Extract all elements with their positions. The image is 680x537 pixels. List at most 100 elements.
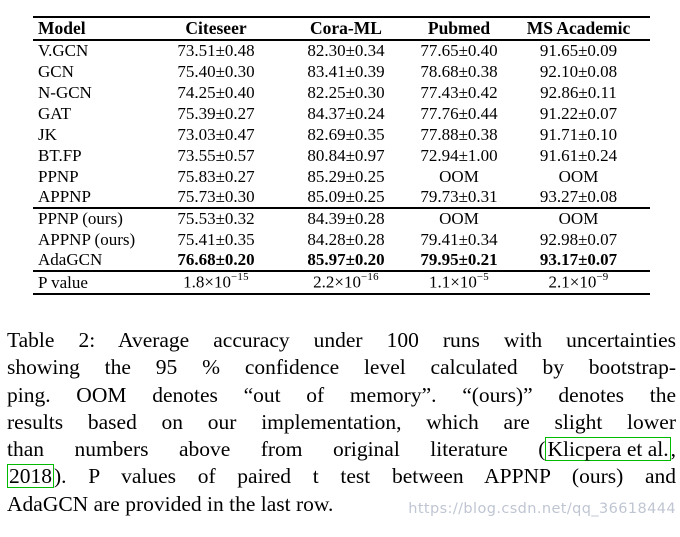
p-value-citeseer: 1.8×10−15 bbox=[151, 271, 281, 294]
results-table: Model Citeseer Cora-ML Pubmed MS Academi… bbox=[33, 16, 650, 295]
cell-cora-ml: 85.09±0.25 bbox=[307, 187, 385, 206]
cell-citeseer: 74.25±0.40 bbox=[177, 82, 255, 102]
cell-ms-academic: 91.61±0.24 bbox=[539, 145, 618, 165]
table-row: PPNP (ours) 75.53±0.32 84.39±0.28 OOM OO… bbox=[33, 208, 650, 229]
cell-ms-academic: 91.71±0.10 bbox=[539, 124, 618, 144]
cell-pubmed: 79.41±0.34 bbox=[420, 229, 498, 249]
cell-citeseer: 73.51±0.48 bbox=[177, 41, 255, 60]
col-header-model: Model bbox=[38, 18, 86, 38]
caption-text: showing the 95 % confidence level calcul… bbox=[7, 355, 676, 380]
caption-line: results based on our implementation, whi… bbox=[7, 409, 676, 436]
model-name: PPNP bbox=[38, 166, 79, 186]
caption-line: showing the 95 % confidence level calcul… bbox=[7, 354, 676, 381]
p-value-exponent: −15 bbox=[230, 271, 249, 284]
table-row: GAT 75.39±0.27 84.37±0.24 77.76±0.44 91.… bbox=[33, 103, 650, 124]
model-name: GAT bbox=[38, 103, 72, 123]
p-value-label: P value bbox=[38, 272, 88, 292]
table-row: V.GCN 73.51±0.48 82.30±0.34 77.65±0.40 9… bbox=[33, 40, 650, 61]
table-row: N-GCN 74.25±0.40 82.25±0.30 77.43±0.42 9… bbox=[33, 82, 650, 103]
table-row: JK 73.03±0.47 82.69±0.35 77.88±0.38 91.7… bbox=[33, 124, 650, 145]
cell-pubmed: 72.94±1.00 bbox=[420, 145, 498, 165]
table-row: BT.FP 73.55±0.57 80.84±0.97 72.94±1.00 9… bbox=[33, 145, 650, 166]
model-name: AdaGCN bbox=[38, 250, 103, 269]
cell-cora-ml: 82.25±0.30 bbox=[307, 82, 385, 102]
cell-pubmed: 77.76±0.44 bbox=[420, 103, 498, 123]
p-value-pubmed: 1.1×10−5 bbox=[411, 271, 507, 294]
cell-citeseer: 73.03±0.47 bbox=[177, 124, 255, 144]
cell-cora-ml: 84.28±0.28 bbox=[307, 229, 385, 249]
cell-cora-ml: 82.30±0.34 bbox=[307, 41, 385, 60]
cell-ms-academic: OOM bbox=[558, 166, 599, 186]
cell-citeseer: 73.55±0.57 bbox=[177, 145, 255, 165]
table-header-row: Model Citeseer Cora-ML Pubmed MS Academi… bbox=[33, 17, 650, 40]
csdn-watermark: https://blog.csdn.net/qq_36618444 bbox=[408, 501, 676, 517]
cell-ms-academic: 92.10±0.08 bbox=[539, 61, 618, 81]
cell-cora-ml: 82.69±0.35 bbox=[307, 124, 385, 144]
model-name: APPNP (ours) bbox=[38, 229, 136, 249]
p-value-group: P value 1.8×10−15 2.2×10−16 1.1×10−5 2.1… bbox=[33, 271, 650, 294]
caption-line: AdaGCN are provided in the last row. bbox=[7, 491, 676, 518]
model-name: N-GCN bbox=[38, 82, 92, 102]
cell-cora-ml: 85.29±0.25 bbox=[307, 166, 385, 186]
table-row: APPNP 75.73±0.30 85.09±0.25 79.73±0.31 9… bbox=[33, 187, 650, 208]
cell-citeseer: 75.40±0.30 bbox=[177, 61, 255, 81]
cell-citeseer: 75.41±0.35 bbox=[177, 229, 255, 249]
caption-line: Table 2: Average accuracy under 100 runs… bbox=[7, 327, 676, 354]
table-row: PPNP 75.83±0.27 85.29±0.25 OOM OOM bbox=[33, 166, 650, 187]
table-row-adagcn: AdaGCN 76.68±0.20 85.97±0.20 79.95±0.21 … bbox=[33, 250, 650, 271]
p-value-base: 1.8×10 bbox=[183, 272, 231, 292]
model-name: GCN bbox=[38, 61, 74, 81]
baseline-models-group: V.GCN 73.51±0.48 82.30±0.34 77.65±0.40 9… bbox=[33, 40, 650, 208]
caption-text: AdaGCN are provided in the last row. bbox=[7, 491, 334, 516]
cell-pubmed: 77.65±0.40 bbox=[420, 41, 498, 60]
cell-pubmed: 78.68±0.38 bbox=[420, 61, 498, 81]
cell-pubmed: 79.95±0.21 bbox=[420, 250, 498, 269]
cell-ms-academic: 91.65±0.09 bbox=[539, 41, 618, 60]
caption-text: ). P values of paired t test between APP… bbox=[54, 464, 676, 489]
table-caption: Table 2: Average accuracy under 100 runs… bbox=[7, 327, 676, 518]
cell-ms-academic: OOM bbox=[558, 209, 599, 228]
cell-ms-academic: 93.27±0.08 bbox=[539, 187, 618, 206]
caption-line: ping. OOM denotes “out of memory”. “(our… bbox=[7, 382, 676, 409]
caption-text: than numbers above from original literat… bbox=[7, 437, 546, 462]
cell-cora-ml: 83.41±0.39 bbox=[307, 61, 385, 81]
table-row: APPNP (ours) 75.41±0.35 84.28±0.28 79.41… bbox=[33, 229, 650, 250]
cell-pubmed: OOM bbox=[439, 209, 479, 228]
caption-text: ping. OOM denotes “out of memory”. “(our… bbox=[7, 382, 676, 407]
caption-text: results based on our implementation, whi… bbox=[7, 409, 676, 434]
caption-line: 2018). P values of paired t test between… bbox=[7, 463, 676, 490]
col-header-citeseer: Citeseer bbox=[185, 18, 247, 38]
cell-ms-academic: 93.17±0.07 bbox=[539, 250, 618, 269]
cell-citeseer: 75.53±0.32 bbox=[177, 209, 255, 228]
caption-text: Table 2: Average accuracy under 100 runs… bbox=[7, 328, 676, 352]
cell-cora-ml: 85.97±0.20 bbox=[307, 250, 385, 269]
cell-pubmed: 77.43±0.42 bbox=[420, 82, 498, 102]
model-name: BT.FP bbox=[38, 145, 82, 165]
cell-citeseer: 75.39±0.27 bbox=[177, 103, 255, 123]
cell-ms-academic: 91.22±0.07 bbox=[539, 103, 618, 123]
model-name: JK bbox=[38, 124, 57, 144]
cell-cora-ml: 80.84±0.97 bbox=[307, 145, 385, 165]
caption-line: than numbers above from original literat… bbox=[7, 436, 676, 463]
p-value-exponent: −5 bbox=[476, 271, 489, 284]
p-value-cora-ml: 2.2×10−16 bbox=[281, 271, 411, 294]
cell-pubmed: 77.88±0.38 bbox=[420, 124, 498, 144]
cell-pubmed: 79.73±0.31 bbox=[420, 187, 498, 206]
citation-link-2018[interactable]: 2018 bbox=[7, 464, 54, 489]
cell-pubmed: OOM bbox=[439, 166, 479, 186]
cell-cora-ml: 84.39±0.28 bbox=[307, 209, 385, 228]
cell-ms-academic: 92.98±0.07 bbox=[539, 229, 618, 249]
cell-cora-ml: 84.37±0.24 bbox=[307, 103, 385, 123]
model-name: PPNP (ours) bbox=[38, 209, 123, 228]
cell-citeseer: 75.83±0.27 bbox=[177, 166, 255, 186]
p-value-row: P value 1.8×10−15 2.2×10−16 1.1×10−5 2.1… bbox=[33, 271, 650, 294]
p-value-base: 2.1×10 bbox=[548, 272, 597, 292]
col-header-pubmed: Pubmed bbox=[427, 18, 491, 38]
cell-ms-academic: 92.86±0.11 bbox=[540, 82, 617, 102]
citation-link-klicpera[interactable]: Klicpera et al. bbox=[545, 437, 671, 462]
model-name: V.GCN bbox=[38, 41, 89, 60]
cell-citeseer: 76.68±0.20 bbox=[177, 250, 255, 269]
p-value-base: 1.1×10 bbox=[428, 272, 477, 292]
p-value-exponent: −9 bbox=[596, 271, 609, 284]
